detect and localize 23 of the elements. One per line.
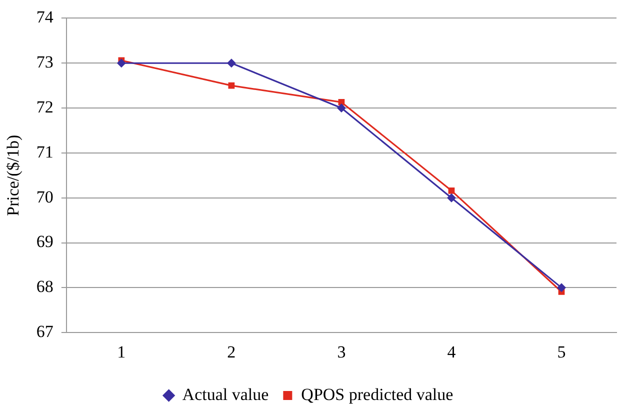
legend-label: QPOS predicted value (301, 384, 454, 404)
x-tick-label: 3 (337, 342, 346, 362)
y-tick-label: 72 (36, 97, 54, 116)
x-tick-label: 4 (447, 342, 456, 362)
y-tick-label: 67 (36, 322, 54, 342)
legend-label: Actual value (182, 384, 269, 404)
point (226, 58, 236, 68)
y-tick-label: 69 (36, 232, 54, 252)
x-tick-label: 1 (117, 342, 126, 362)
point (336, 104, 346, 113)
y-tick-label: 68 (36, 277, 54, 296)
x-tick-label: 2 (227, 342, 236, 362)
y-tick-label: 71 (36, 142, 54, 162)
y-axis-title: Price/($/1b) (4, 134, 23, 216)
point (556, 283, 566, 292)
x-tick-label: 5 (557, 342, 566, 362)
point (228, 82, 235, 89)
point (116, 58, 126, 68)
y-tick-label: 70 (36, 187, 54, 206)
y-tick-label: 74 (36, 8, 54, 27)
point (446, 193, 456, 202)
y-tick-label: 73 (36, 52, 54, 72)
point (448, 187, 455, 194)
